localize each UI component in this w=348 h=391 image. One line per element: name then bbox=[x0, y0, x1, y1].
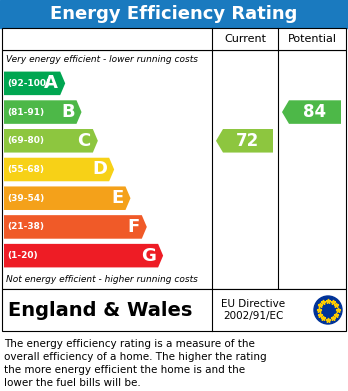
Bar bbox=[0, 0, 348, 28]
Text: (39-54): (39-54) bbox=[7, 194, 44, 203]
Text: (1-20): (1-20) bbox=[7, 251, 38, 260]
Text: 72: 72 bbox=[236, 132, 259, 150]
Polygon shape bbox=[216, 129, 273, 152]
Polygon shape bbox=[4, 187, 130, 210]
Text: (69-80): (69-80) bbox=[7, 136, 44, 145]
Text: C: C bbox=[78, 132, 91, 150]
Text: (55-68): (55-68) bbox=[7, 165, 44, 174]
Text: (92-100): (92-100) bbox=[7, 79, 50, 88]
Polygon shape bbox=[282, 100, 341, 124]
Polygon shape bbox=[4, 100, 81, 124]
Bar bbox=[2, 50, 346, 289]
Text: A: A bbox=[44, 74, 58, 92]
Polygon shape bbox=[4, 215, 147, 239]
Text: Potential: Potential bbox=[287, 34, 337, 44]
Polygon shape bbox=[4, 72, 65, 95]
Text: 2002/91/EC: 2002/91/EC bbox=[223, 311, 283, 321]
Text: Very energy efficient - lower running costs: Very energy efficient - lower running co… bbox=[6, 54, 198, 63]
Text: G: G bbox=[141, 247, 156, 265]
Text: Current: Current bbox=[224, 34, 266, 44]
Polygon shape bbox=[4, 158, 114, 181]
Text: EU Directive: EU Directive bbox=[221, 299, 285, 309]
Polygon shape bbox=[4, 129, 98, 152]
Circle shape bbox=[314, 296, 342, 324]
Bar bbox=[2, 28, 346, 50]
Text: The energy efficiency rating is a measure of the: The energy efficiency rating is a measur… bbox=[4, 339, 255, 349]
Text: (81-91): (81-91) bbox=[7, 108, 44, 117]
Text: 84: 84 bbox=[303, 103, 326, 121]
Text: overall efficiency of a home. The higher the rating: overall efficiency of a home. The higher… bbox=[4, 352, 267, 362]
Bar bbox=[2, 289, 346, 331]
Text: D: D bbox=[92, 160, 107, 179]
Text: the more energy efficient the home is and the: the more energy efficient the home is an… bbox=[4, 365, 245, 375]
Text: Not energy efficient - higher running costs: Not energy efficient - higher running co… bbox=[6, 276, 198, 285]
Text: (21-38): (21-38) bbox=[7, 222, 44, 231]
Text: F: F bbox=[128, 218, 140, 236]
Text: Energy Efficiency Rating: Energy Efficiency Rating bbox=[50, 5, 298, 23]
Text: E: E bbox=[111, 189, 124, 207]
Text: England & Wales: England & Wales bbox=[8, 301, 192, 319]
Text: B: B bbox=[61, 103, 74, 121]
Text: lower the fuel bills will be.: lower the fuel bills will be. bbox=[4, 378, 141, 388]
Polygon shape bbox=[4, 244, 163, 267]
